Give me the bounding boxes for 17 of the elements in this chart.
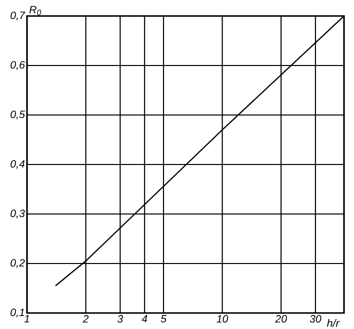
x-tick-label: 10 bbox=[216, 315, 228, 323]
x-tick-label: 3 bbox=[117, 315, 124, 323]
y-tick-label: 0,7 bbox=[10, 12, 26, 20]
y-axis-title: R$_{0}$ bbox=[29, 6, 42, 16]
y-tick-label: 0,4 bbox=[10, 160, 25, 169]
y-tick-label: 0,1 bbox=[10, 308, 24, 318]
x-axis-title: h/r bbox=[327, 319, 340, 327]
x-tick-label: 1 bbox=[24, 315, 30, 322]
x-tick-label: 2 bbox=[82, 315, 89, 322]
x-tick-label: 4 bbox=[142, 315, 148, 322]
y-tick-label: 0,3 bbox=[10, 210, 25, 218]
y-tick-label: 0,2 bbox=[10, 259, 25, 268]
x-tick-label: 5 bbox=[160, 315, 166, 322]
y-tick-label: 0,5 bbox=[10, 110, 25, 120]
y-tick-label: 0,6 bbox=[10, 61, 25, 70]
x-tick-label: 20 bbox=[275, 315, 287, 323]
x-tick-label: 30 bbox=[310, 315, 322, 323]
